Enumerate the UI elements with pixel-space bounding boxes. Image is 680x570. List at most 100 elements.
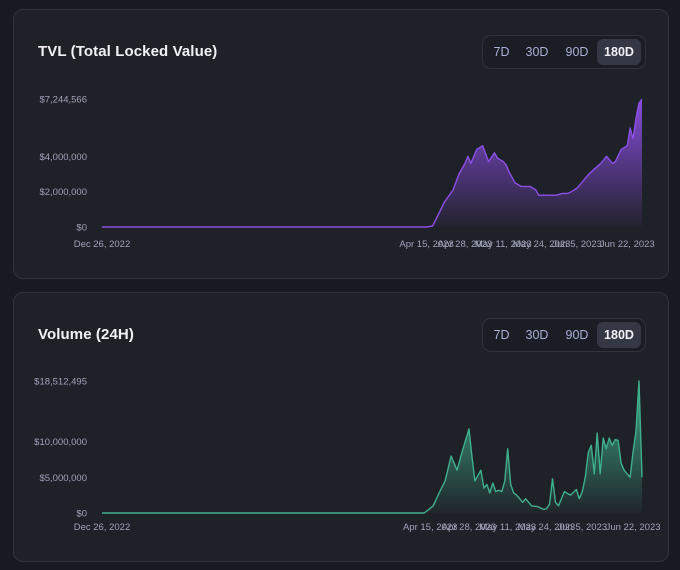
tvl-data-point	[629, 127, 632, 130]
volume-data-point	[542, 508, 545, 511]
tvl-x-tick-label: May 24, 2023	[513, 239, 571, 250]
tvl-data-point	[502, 160, 505, 163]
volume-range-7d-button[interactable]: 7D	[493, 328, 510, 342]
volume-data-point	[593, 472, 596, 475]
volume-data-point	[494, 490, 497, 493]
volume-y-tick-label: $0	[76, 509, 87, 520]
volume-data-point	[467, 427, 470, 430]
volume-area-chart[interactable]: $18,512,495 $10,000,000 $5,000,000 $0 Dec 26…	[14, 293, 670, 563]
volume-data-point	[438, 491, 441, 494]
tvl-data-point	[481, 144, 484, 147]
tvl-data-point	[457, 172, 460, 175]
tvl-data-point	[534, 188, 537, 191]
tvl-range-30d-button[interactable]: 30D	[525, 45, 549, 59]
tvl-data-point	[593, 167, 596, 170]
volume-data-point	[548, 503, 551, 506]
volume-x-tick-label: Apr 15, 2023	[403, 522, 457, 533]
tvl-data-point	[537, 194, 540, 197]
tvl-data-point	[493, 151, 496, 154]
volume-data-point	[470, 454, 473, 457]
volume-data-point	[551, 477, 554, 480]
volume-y-tick-label: $5,000,000	[39, 473, 87, 484]
volume-data-point	[423, 511, 426, 514]
volume-data-point	[530, 504, 533, 507]
tvl-data-point	[508, 171, 511, 174]
volume-data-point	[581, 490, 584, 493]
volume-range-30d-button[interactable]: 30D	[525, 328, 549, 342]
tvl-data-point	[576, 187, 579, 190]
tvl-data-point	[635, 116, 638, 119]
volume-data-point	[563, 490, 566, 493]
volume-y-tick-label: $10,000,000	[34, 437, 87, 448]
volume-data-point	[575, 488, 578, 491]
volume-series-line	[102, 380, 643, 514]
tvl-data-point	[605, 155, 608, 158]
volume-data-point	[455, 469, 458, 472]
tvl-data-point	[437, 213, 440, 216]
tvl-y-tick-label: $4,000,000	[39, 152, 87, 163]
volume-data-point	[488, 491, 491, 494]
volume-x-tick-label: May 11, 2023	[479, 522, 536, 533]
volume-data-point	[557, 504, 560, 507]
volume-series-area	[102, 381, 642, 513]
tvl-data-point	[581, 180, 584, 183]
volume-data-point	[524, 497, 527, 500]
volume-data-point	[432, 504, 435, 507]
tvl-data-point	[620, 148, 623, 151]
tvl-chart-title: TVL (Total Locked Value)	[38, 43, 218, 60]
tvl-data-point	[599, 162, 602, 165]
tvl-data-point	[469, 162, 472, 165]
volume-data-point	[509, 483, 512, 486]
volume-data-point	[450, 454, 453, 457]
tvl-data-point	[546, 194, 549, 197]
volume-data-point	[100, 511, 103, 514]
tvl-data-point	[431, 225, 434, 228]
tvl-data-point	[611, 162, 614, 165]
volume-y-tick-label: $18,512,495	[34, 377, 87, 388]
volume-data-point	[500, 490, 503, 493]
tvl-data-point	[505, 164, 508, 167]
volume-x-tick-label: Apr 28, 2023	[442, 522, 496, 533]
tvl-data-point	[466, 155, 469, 158]
tvl-range-180d-button[interactable]: 180D	[597, 39, 641, 65]
volume-data-point	[634, 429, 637, 432]
volume-data-point	[578, 497, 581, 500]
volume-data-point	[596, 432, 599, 435]
volume-range-180d-button[interactable]: 180D	[597, 322, 641, 348]
volume-data-point	[536, 505, 539, 508]
tvl-data-point	[632, 137, 635, 140]
tvl-data-point	[452, 188, 455, 191]
volume-data-point	[503, 479, 506, 482]
volume-data-point	[605, 447, 608, 450]
tvl-data-point	[514, 181, 517, 184]
tvl-data-point	[487, 160, 490, 163]
tvl-data-point	[570, 190, 573, 193]
volume-x-tick-label: May 24, 2023	[518, 522, 576, 533]
tvl-series-line	[102, 98, 643, 228]
tvl-data-point	[381, 225, 384, 228]
tvl-x-tick-label: Dec 26, 2022	[74, 239, 131, 250]
volume-data-point	[512, 491, 515, 494]
volume-x-tick-label: Jun 22, 2023	[606, 522, 661, 533]
volume-data-point	[629, 476, 632, 479]
tvl-data-point	[561, 192, 564, 195]
tvl-range-7d-button[interactable]: 7D	[493, 45, 510, 59]
volume-data-point	[479, 469, 482, 472]
volume-data-point	[602, 437, 605, 440]
volume-data-point	[444, 479, 447, 482]
volume-range-90d-button[interactable]: 90D	[565, 328, 589, 342]
tvl-range-90d-button[interactable]: 90D	[565, 45, 589, 59]
volume-data-point	[623, 469, 626, 472]
volume-chart-card: Volume (24H) 7D 30D 90D 180D $18,512,495…	[13, 292, 669, 562]
volume-data-point	[614, 438, 617, 441]
volume-data-point	[491, 482, 494, 485]
tvl-area-chart[interactable]: $7,244,566 $4,000,000 $2,000,000 $0 Dec 26, …	[14, 10, 670, 280]
tvl-data-point	[443, 201, 446, 204]
volume-data-point	[640, 476, 643, 479]
volume-data-point	[497, 489, 500, 492]
volume-data-point	[560, 497, 563, 500]
tvl-x-tick-label: Jun 5, 2023	[552, 239, 602, 250]
tvl-x-tick-label: May 11, 2023	[475, 239, 532, 250]
volume-data-point	[521, 501, 524, 504]
volume-data-point	[611, 444, 614, 447]
